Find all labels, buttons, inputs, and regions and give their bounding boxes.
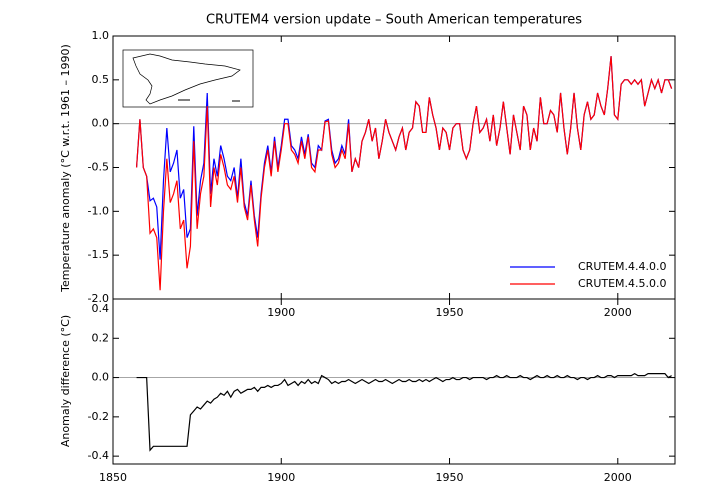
x-tick-label: 1900 xyxy=(267,471,295,484)
y-tick-label: 0.0 xyxy=(92,117,110,130)
x-tick-label: 1950 xyxy=(436,471,464,484)
x-tick-label: 1850 xyxy=(99,471,127,484)
y-tick-label: -2.0 xyxy=(88,292,109,305)
inset-map xyxy=(122,49,254,108)
x-tick-label: 1900 xyxy=(267,306,295,319)
legend-label: CRUTEM.4.4.0.0 xyxy=(578,260,667,273)
plot-frame xyxy=(112,298,676,465)
y-axis-label: Temperature anomaly (°C w.r.t. 1961 – 19… xyxy=(59,44,72,293)
y-tick-label: -0.2 xyxy=(88,410,109,423)
chart-title: CRUTEM4 version update – South American … xyxy=(206,13,582,28)
y-tick-label: 0.5 xyxy=(92,73,110,86)
x-tick-label: 1950 xyxy=(436,306,464,319)
x-tick-label: 2000 xyxy=(604,306,632,319)
y-tick-label: -0.4 xyxy=(88,449,109,462)
y-tick-label: 1.0 xyxy=(92,29,110,42)
y-tick-label: 0.0 xyxy=(92,371,110,384)
y-tick-label: -1.0 xyxy=(88,204,109,217)
y-axis-label: Anomaly difference (°C) xyxy=(59,315,72,447)
line-series xyxy=(136,372,672,452)
y-tick-label: -1.5 xyxy=(88,248,109,261)
y-tick-label: -0.5 xyxy=(88,161,109,174)
y-tick-label: 0.2 xyxy=(92,331,110,344)
legend-label: CRUTEM.4.5.0.0 xyxy=(578,277,667,290)
line-series xyxy=(135,56,673,291)
x-tick-label: 2000 xyxy=(604,471,632,484)
y-tick-label: 0.4 xyxy=(92,302,110,315)
